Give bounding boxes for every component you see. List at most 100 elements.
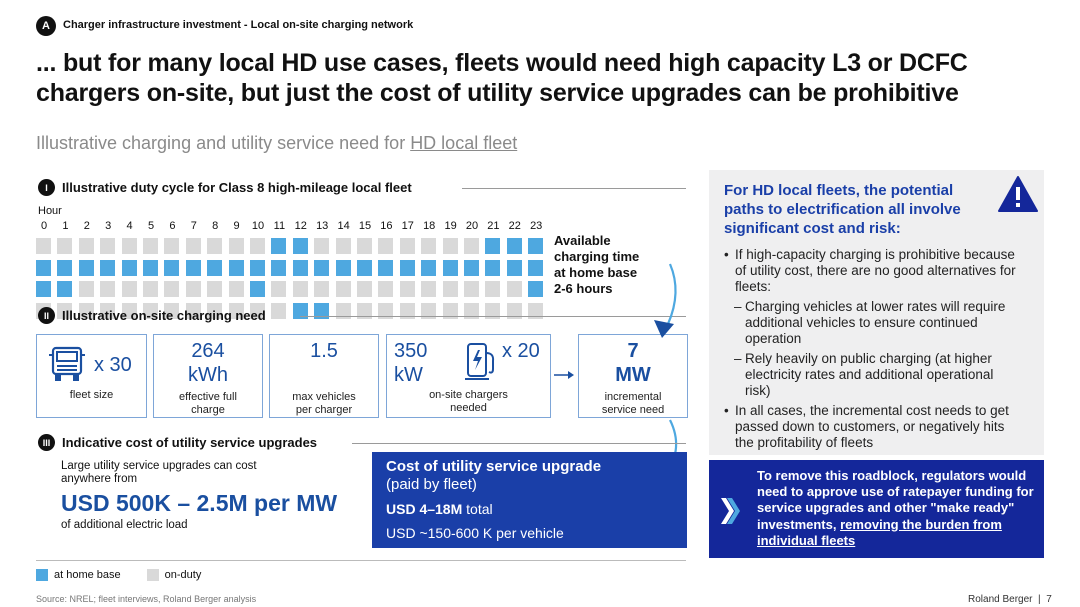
home-base-cell (143, 260, 158, 276)
on-duty-cell (378, 281, 394, 297)
on-duty-cell (335, 238, 351, 254)
service-need-label: incremental (604, 391, 662, 403)
hour-label: 4 (126, 220, 133, 232)
kw-value: 350 (394, 340, 428, 362)
avail-line: Available (554, 233, 611, 248)
home-base-cell (185, 260, 201, 276)
cost-intro: Large utility service upgrades can cost … (61, 460, 257, 486)
cost-intro-line-2: anywhere from (61, 473, 138, 485)
legend-duty-label: on-duty (164, 569, 202, 581)
hour-label: 21 (487, 220, 500, 232)
max-vehicles-label-2: per charger (295, 404, 353, 416)
fleet-size-box: x 30 fleet size (36, 334, 147, 418)
home-base-cell (121, 260, 137, 276)
on-duty-cell (185, 303, 201, 319)
arrow-right-icon (554, 371, 574, 379)
upgrade-cost-subtitle: (paid by fleet) (386, 476, 477, 493)
on-duty-cell (250, 303, 265, 319)
subtitle-link: HD local fleet (410, 133, 518, 153)
on-duty-cell (357, 303, 372, 319)
on-duty-cell (143, 303, 158, 319)
available-charging-time: Available charging time at home base 2-6… (554, 233, 639, 297)
section-1-title: Illustrative duty cycle for Class 8 high… (62, 180, 412, 195)
on-duty-cell (399, 281, 415, 297)
callout-plain: To remove this roadblock, regulators wou… (757, 468, 1034, 532)
hour-label: 12 (294, 220, 307, 232)
legend: at home base on-duty (36, 569, 201, 581)
on-duty-cell (57, 303, 73, 319)
cost-note: of additional electric load (61, 519, 188, 531)
hour-label: 8 (212, 220, 219, 232)
avail-line: charging time (554, 249, 640, 264)
home-base-cell (485, 260, 501, 276)
on-duty-cell (464, 281, 479, 297)
on-duty-cell (78, 303, 94, 319)
flow-arrow-icon (654, 263, 677, 338)
upgrade-cost-title: Cost of utility service upgrade (386, 458, 602, 475)
home-base-cell (78, 260, 94, 276)
on-duty-cell (528, 303, 544, 319)
on-duty-cell (250, 238, 265, 254)
home-base-cell (292, 260, 308, 276)
upgrade-cost-per-vehicle: USD ~150-600 K per vehicle (386, 525, 564, 541)
kwh-unit: kWh (188, 364, 228, 386)
hour-label: 20 (465, 220, 479, 232)
on-duty-cell (207, 238, 223, 254)
full-charge-label-2: charge (191, 404, 225, 416)
hour-label: 6 (169, 220, 176, 232)
home-base-cell (528, 260, 544, 276)
home-base-cell (485, 238, 501, 254)
home-base-cell (207, 260, 223, 276)
home-base-cell (57, 281, 73, 297)
service-need-label-2: service need (601, 404, 665, 416)
home-base-cell (464, 260, 479, 276)
headline: ... but for many local HD use cases, fle… (36, 49, 968, 107)
hour-label: 17 (401, 220, 414, 232)
on-duty-cell (399, 303, 415, 319)
cost-per-mw: USD 500K – 2.5M per MW (61, 490, 338, 516)
on-duty-cell (164, 238, 180, 254)
hour-label: 19 (444, 220, 457, 232)
on-duty-cell (207, 303, 223, 319)
on-duty-cell (506, 303, 522, 319)
subtitle: Illustrative charging and utility servic… (36, 133, 517, 154)
on-duty-cell (378, 303, 394, 319)
on-duty-cell (36, 238, 51, 254)
section-1-number: I (38, 179, 55, 196)
charger-multiplier: x 20 (502, 340, 540, 362)
callout-box: To remove this roadblock, regulators wou… (709, 460, 1044, 558)
dash: – (734, 299, 742, 314)
upgrade-total-value: USD 4–18M (386, 501, 463, 517)
warning-icon (998, 176, 1038, 212)
truck-icon (49, 346, 85, 381)
home-base-cell (250, 260, 265, 276)
on-duty-cell (271, 303, 287, 319)
home-base-cell (442, 260, 458, 276)
legend-swatch-duty (146, 569, 159, 581)
home-base-cell (421, 260, 437, 276)
cost-intro-line-1: Large utility service upgrades can cost (61, 460, 257, 472)
section-2-title: Illustrative on-site charging need (62, 308, 266, 323)
max-vehicles-value: 1.5 (310, 340, 338, 362)
fleet-size-label: fleet size (69, 389, 114, 401)
on-duty-cell (78, 238, 94, 254)
hour-label: 14 (337, 220, 350, 232)
home-base-cell (292, 303, 308, 319)
risk-panel-title: For HD local fleets, the potential paths… (724, 182, 961, 237)
chevron-right-icon (721, 498, 740, 524)
legend-swatch-home (36, 569, 48, 581)
avail-line: at home base (554, 265, 638, 280)
on-duty-cell (143, 281, 158, 297)
bullet-1-text: If high-capacity charging is prohibitive… (735, 247, 1016, 294)
upgrade-total-suffix: total (462, 501, 493, 517)
home-base-cell (228, 260, 244, 276)
on-duty-cell (207, 281, 223, 297)
section-3-header: III Indicative cost of utility service u… (38, 434, 317, 451)
kw-unit: kW (394, 364, 423, 386)
home-base-cell (528, 238, 544, 254)
on-duty-cell (185, 281, 201, 297)
bullet-dot: • (724, 247, 729, 262)
home-base-cell (335, 260, 351, 276)
section-1-header: I Illustrative duty cycle for Class 8 hi… (38, 179, 412, 196)
section-3-title: Indicative cost of utility service upgra… (62, 435, 318, 450)
